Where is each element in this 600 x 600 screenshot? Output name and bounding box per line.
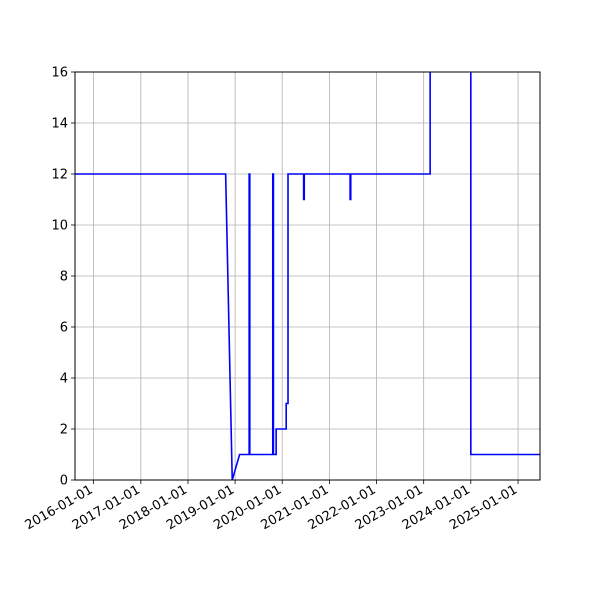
y-tick-label: 14 [51, 117, 68, 132]
y-tick-label: 6 [60, 321, 68, 336]
y-tick-label: 0 [60, 474, 68, 489]
y-tick-label: 12 [51, 168, 68, 183]
y-tick-label: 10 [51, 219, 68, 234]
y-tick-label: 4 [60, 372, 68, 387]
series-layer [75, 72, 540, 480]
y-axis: 0 2 4 6 8 10 12 14 16 [51, 66, 75, 489]
y-tick-label: 16 [51, 66, 68, 81]
y-tick-label: 8 [60, 270, 68, 285]
series-line-0 [75, 72, 540, 480]
y-tick-label: 2 [60, 423, 68, 438]
